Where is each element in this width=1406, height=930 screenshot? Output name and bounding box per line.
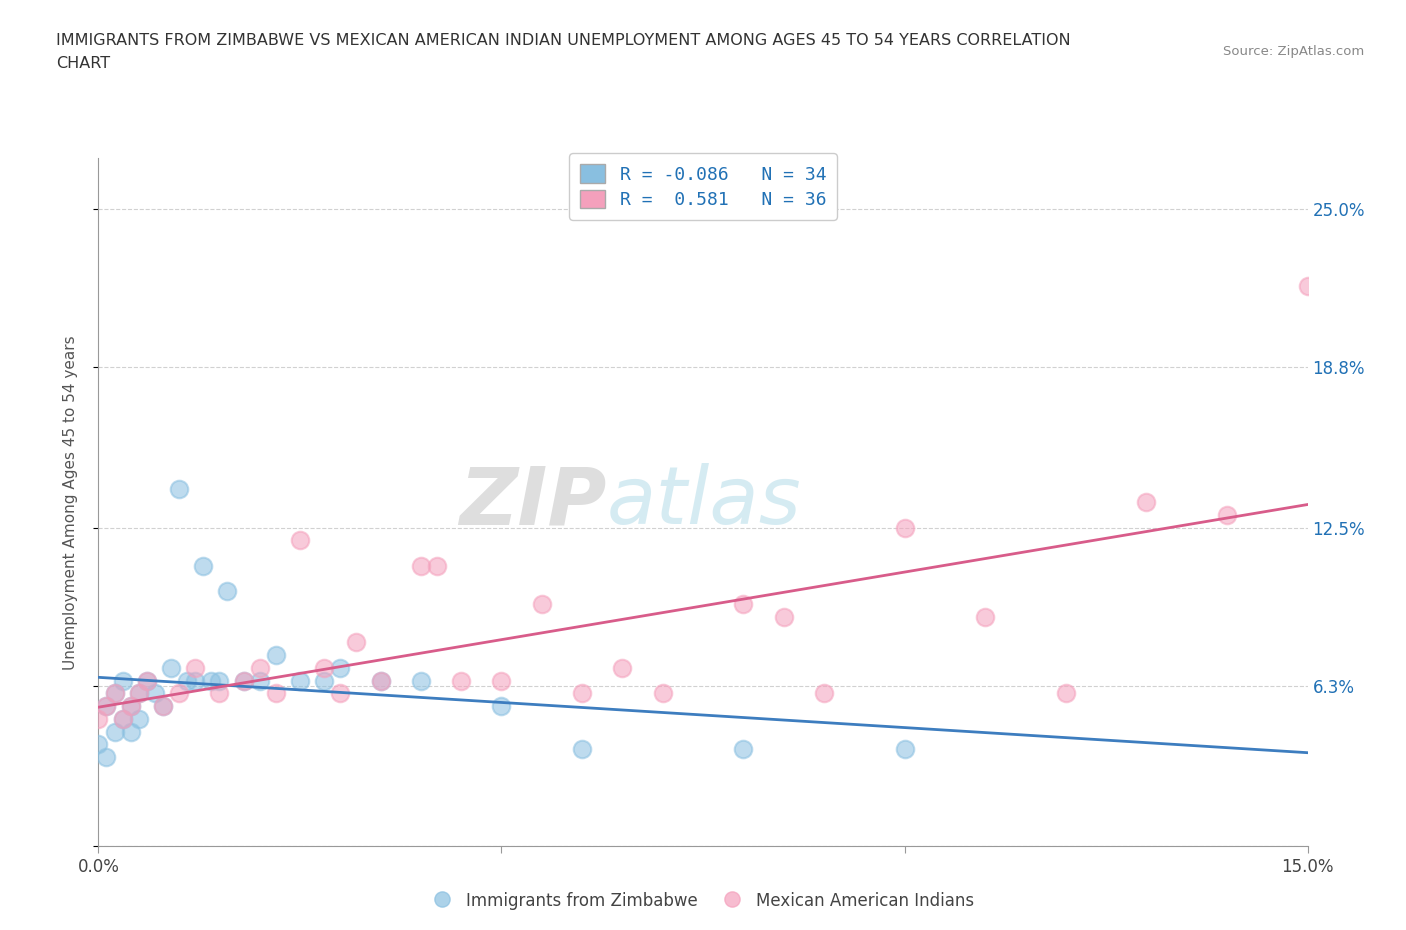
Point: [135, 673, 157, 688]
Point: [103, 686, 125, 701]
Point: [288, 673, 311, 688]
Legend: Immigrants from Zimbabwe, Mexican American Indians: Immigrants from Zimbabwe, Mexican Americ…: [426, 885, 980, 917]
Point: [103, 686, 125, 701]
Point: [264, 647, 287, 662]
Point: [314, 673, 336, 688]
Point: [128, 686, 150, 701]
Point: [893, 520, 915, 535]
Point: [167, 482, 190, 497]
Point: [96, 698, 118, 713]
Point: [612, 660, 634, 675]
Point: [96, 750, 118, 764]
Point: [1216, 508, 1239, 523]
Point: [111, 711, 134, 726]
Point: [135, 673, 157, 688]
Point: [733, 597, 755, 612]
Point: [370, 673, 392, 688]
Point: [409, 673, 432, 688]
Point: [232, 673, 254, 688]
Point: [111, 673, 134, 688]
Point: [143, 686, 166, 701]
Point: [288, 533, 311, 548]
Point: [152, 698, 174, 713]
Y-axis label: Unemployment Among Ages 45 to 54 years: Unemployment Among Ages 45 to 54 years: [63, 335, 77, 670]
Point: [200, 673, 222, 688]
Point: [314, 660, 336, 675]
Point: [651, 686, 673, 701]
Point: [208, 673, 231, 688]
Point: [160, 660, 183, 675]
Point: [232, 673, 254, 688]
Point: [974, 609, 997, 624]
Point: [1296, 278, 1319, 293]
Point: [120, 724, 142, 739]
Point: [571, 742, 593, 757]
Point: [1054, 686, 1077, 701]
Text: IMMIGRANTS FROM ZIMBABWE VS MEXICAN AMERICAN INDIAN UNEMPLOYMENT AMONG AGES 45 T: IMMIGRANTS FROM ZIMBABWE VS MEXICAN AMER…: [56, 33, 1071, 47]
Text: atlas: atlas: [606, 463, 801, 541]
Point: [491, 673, 513, 688]
Point: [87, 737, 110, 751]
Point: [103, 724, 125, 739]
Point: [409, 559, 432, 574]
Point: [96, 698, 118, 713]
Text: CHART: CHART: [56, 56, 110, 71]
Point: [329, 660, 352, 675]
Point: [329, 686, 352, 701]
Point: [128, 686, 150, 701]
Point: [1135, 495, 1157, 510]
Point: [426, 559, 449, 574]
Point: [120, 698, 142, 713]
Point: [344, 635, 367, 650]
Point: [128, 711, 150, 726]
Point: [813, 686, 835, 701]
Point: [249, 660, 271, 675]
Point: [893, 742, 915, 757]
Point: [264, 686, 287, 701]
Point: [530, 597, 553, 612]
Point: [120, 698, 142, 713]
Point: [111, 711, 134, 726]
Text: Source: ZipAtlas.com: Source: ZipAtlas.com: [1223, 45, 1364, 58]
Point: [772, 609, 794, 624]
Point: [370, 673, 392, 688]
Text: ZIP: ZIP: [458, 463, 606, 541]
Point: [184, 660, 207, 675]
Point: [167, 686, 190, 701]
Point: [491, 698, 513, 713]
Point: [208, 686, 231, 701]
Point: [184, 673, 207, 688]
Point: [450, 673, 472, 688]
Point: [152, 698, 174, 713]
Point: [193, 559, 215, 574]
Point: [217, 584, 239, 599]
Point: [249, 673, 271, 688]
Point: [87, 711, 110, 726]
Point: [733, 742, 755, 757]
Point: [176, 673, 198, 688]
Point: [571, 686, 593, 701]
